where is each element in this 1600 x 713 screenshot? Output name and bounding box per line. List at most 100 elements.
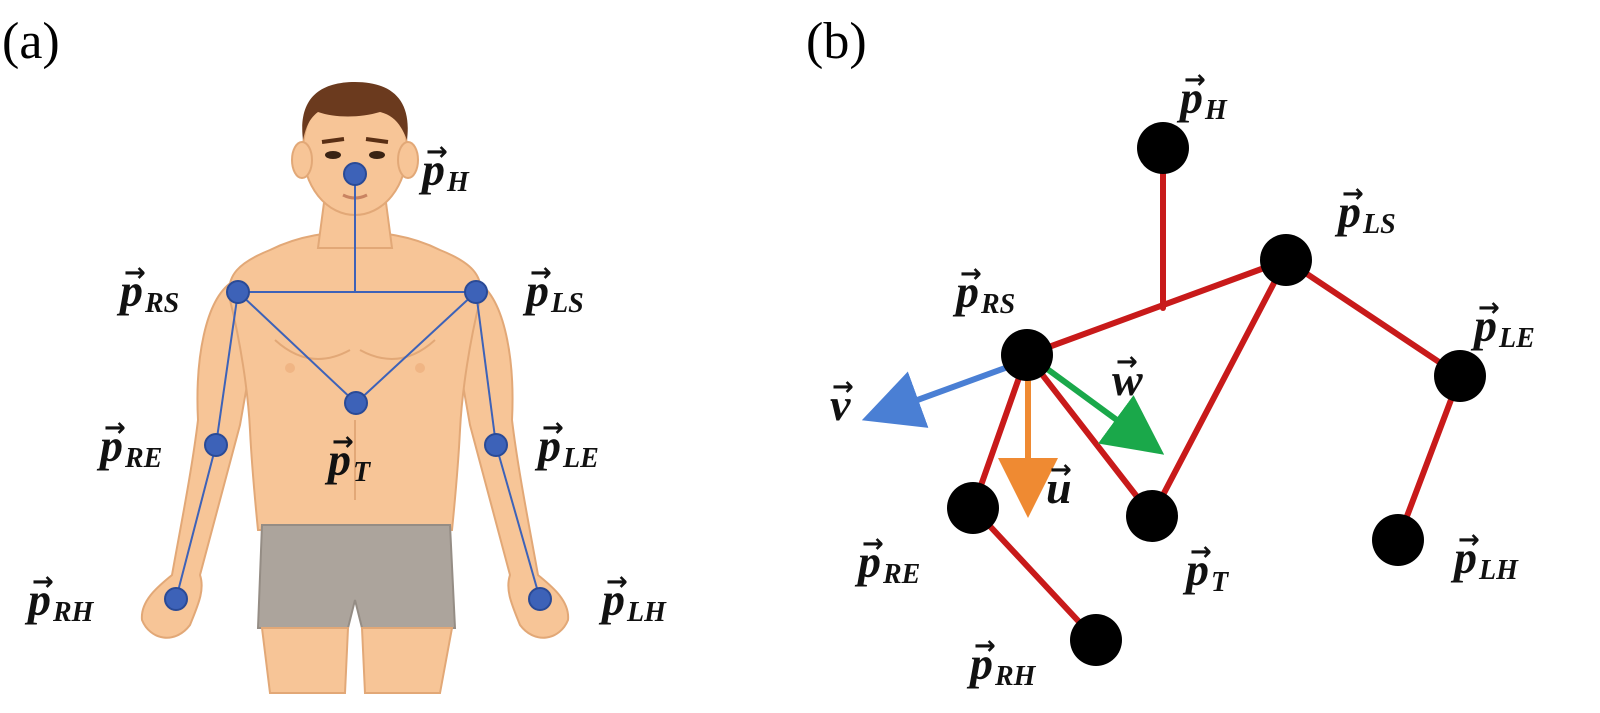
svg-text:→: → (1342, 179, 1364, 209)
svg-text:→: → (124, 258, 146, 288)
bone-ls-torso-b (1149, 257, 1289, 519)
svg-text:→: → (530, 258, 552, 288)
panel-a: (a) (2, 13, 667, 694)
bone-right-upper-arm-a (215, 291, 239, 446)
label-p-le-b: → pLE (1470, 293, 1535, 354)
svg-text:→: → (1050, 455, 1072, 485)
bone-left-forearm-b (1395, 373, 1463, 543)
bone-ls-torso-a (355, 291, 477, 404)
svg-text:pRH: pRH (966, 638, 1037, 692)
svg-text:→: → (1458, 525, 1480, 555)
svg-text:pLE: pLE (534, 420, 599, 474)
label-p-ls-b: → pLS (1334, 179, 1396, 240)
label-w: → w (1112, 347, 1143, 405)
label-p-rh-a: → pRH (24, 567, 95, 628)
label-p-ls-a: → pLS (522, 258, 584, 319)
bone-left-upper-arm-a (475, 291, 497, 446)
bone-shoulders-b (1024, 257, 1289, 358)
svg-text:v: v (830, 379, 851, 430)
label-p-h-a: → pH (418, 137, 470, 198)
svg-text:pRS: pRS (116, 265, 179, 319)
joint-right-shoulder-b (1001, 329, 1053, 381)
svg-text:→: → (1478, 293, 1500, 323)
svg-text:pT: pT (324, 434, 372, 488)
joint-left-elbow-a (484, 433, 508, 457)
svg-text:→: → (1184, 65, 1206, 95)
svg-text:pH: pH (418, 144, 470, 198)
svg-text:→: → (1190, 537, 1212, 567)
panel-b: (b) (806, 13, 1535, 692)
svg-text:pH: pH (1176, 72, 1228, 126)
bone-rs-torso-a (237, 291, 357, 404)
label-u: → u (1046, 455, 1072, 513)
label-p-h-b: → pH (1176, 65, 1228, 126)
joint-torso-b (1126, 490, 1178, 542)
svg-text:pLS: pLS (1334, 186, 1396, 240)
svg-text:→: → (862, 529, 884, 559)
svg-text:pRH: pRH (24, 574, 95, 628)
svg-text:pLH: pLH (1450, 532, 1519, 586)
svg-text:→: → (104, 413, 126, 443)
joint-right-shoulder-a (226, 280, 250, 304)
svg-text:pLS: pLS (522, 265, 584, 319)
svg-text:→: → (974, 631, 996, 661)
vector-v-arrow (861, 357, 1029, 428)
panel-b-label: (b) (806, 13, 867, 70)
joint-left-hand-a (528, 587, 552, 611)
svg-text:u: u (1046, 462, 1072, 513)
label-p-lh-b: → pLH (1450, 525, 1519, 586)
label-p-t-a: → pT (324, 427, 372, 488)
svg-text:→: → (1116, 347, 1138, 377)
bone-left-forearm-a (495, 444, 541, 600)
joint-torso-a (344, 391, 368, 415)
direction-vectors-b (861, 357, 1165, 518)
svg-text:→: → (960, 259, 982, 289)
skeleton-bones-b (970, 145, 1463, 643)
svg-text:w: w (1112, 354, 1143, 405)
joint-left-hand-b (1372, 514, 1424, 566)
joints-b (947, 122, 1486, 666)
joint-right-hand-a (164, 587, 188, 611)
label-p-rs-a: → pRS (116, 258, 179, 319)
joints-a (164, 162, 552, 611)
bone-left-upper-arm-b (1283, 257, 1463, 379)
label-p-re-a: → pRE (96, 413, 162, 474)
joint-left-shoulder-a (464, 280, 488, 304)
label-p-lh-a: → pLH (598, 567, 667, 628)
joint-right-elbow-b (947, 482, 999, 534)
bone-right-forearm-a (175, 444, 217, 600)
joint-right-elbow-a (204, 433, 228, 457)
joint-right-hand-b (1070, 614, 1122, 666)
bone-right-upper-arm-b (970, 352, 1030, 511)
joint-head-b (1137, 122, 1189, 174)
vector-w-arrow (1033, 357, 1165, 455)
joint-head-a (343, 162, 367, 186)
bone-right-forearm-b (970, 505, 1099, 643)
label-v: → v (830, 372, 854, 430)
skeleton-lines-a (175, 174, 541, 600)
svg-text:pRE: pRE (96, 420, 162, 474)
svg-text:pLE: pLE (1470, 300, 1535, 354)
vector-labels-b: → v → w → u (830, 347, 1143, 513)
label-p-t-b: → pT (1182, 537, 1230, 598)
svg-text:pT: pT (1182, 544, 1230, 598)
joint-left-shoulder-b (1260, 234, 1312, 286)
svg-text:pRE: pRE (854, 536, 920, 590)
panel-a-label: (a) (2, 13, 60, 70)
svg-text:pRS: pRS (952, 266, 1015, 320)
label-p-rh-b: → pRH (966, 631, 1037, 692)
human-body-illustration (140, 82, 570, 694)
bone-rs-torso-b (1024, 352, 1155, 519)
label-p-re-b: → pRE (854, 529, 920, 590)
joint-labels-b: → pH → pLS → pRS → pLE → pT → pRE (854, 65, 1535, 692)
joint-labels-a: → pH → pRS → pLS → pT → pRE → pLE (24, 137, 667, 628)
label-p-rs-b: → pRS (952, 259, 1015, 320)
svg-text:→: → (426, 137, 448, 167)
svg-text:→: → (32, 567, 54, 597)
svg-text:→: → (832, 372, 854, 402)
svg-text:→: → (542, 413, 564, 443)
svg-text:→: → (332, 427, 354, 457)
joint-left-elbow-b (1434, 350, 1486, 402)
label-p-le-a: → pLE (534, 413, 599, 474)
